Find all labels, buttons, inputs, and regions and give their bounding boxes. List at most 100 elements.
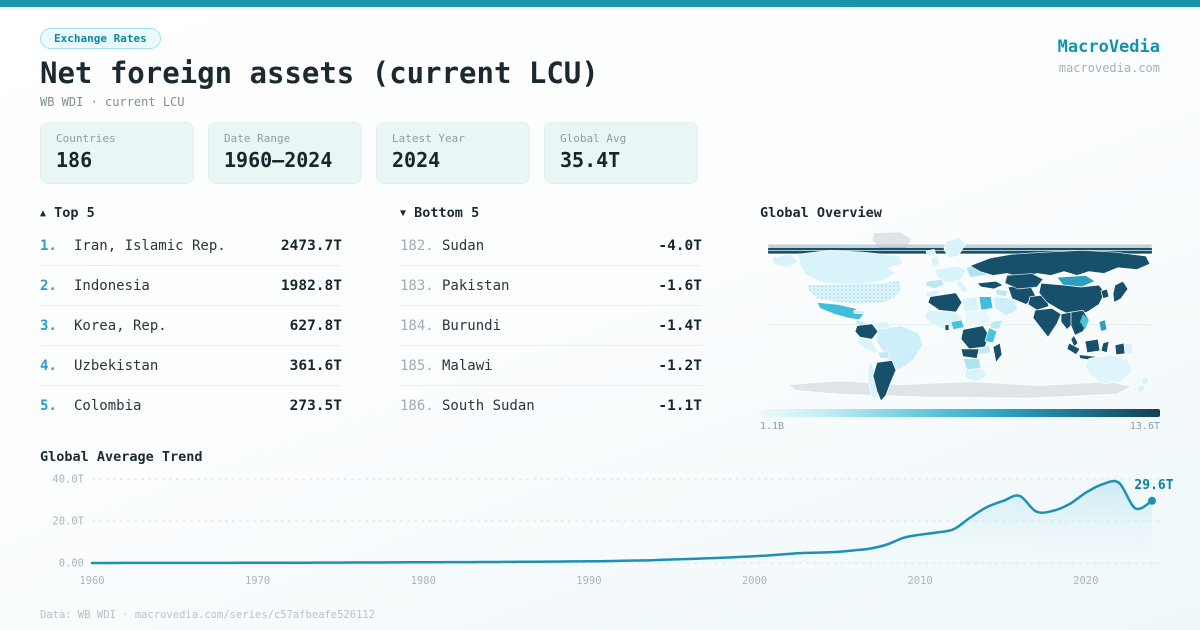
list-item: 182. Sudan -4.0T — [400, 226, 702, 266]
region-brazil — [875, 325, 924, 371]
stat-label: Countries — [56, 132, 116, 145]
rank-number: 3. — [40, 317, 57, 334]
country-value: 627.8T — [289, 317, 342, 334]
country-value: -4.0T — [658, 237, 702, 254]
region-turkey — [976, 280, 1004, 290]
scale-min-label: 1.1B — [760, 421, 785, 432]
region-ethiopia — [989, 319, 1004, 330]
x-tick-label: 2010 — [907, 575, 932, 587]
region-mexico — [816, 302, 865, 321]
x-tick-label: 1960 — [79, 575, 104, 587]
choropleth-scale-labels: 1.1B 13.6T — [760, 421, 1160, 432]
region-east-africa — [984, 327, 998, 344]
y-tick-label: 20.0T — [52, 516, 84, 528]
rank-number: 183. — [400, 277, 434, 294]
list-item: 184. Burundi -1.4T — [400, 306, 702, 346]
region-new-guinea-west — [1114, 342, 1126, 355]
country-name: Sudan — [442, 237, 485, 254]
x-tick-label: 2020 — [1073, 575, 1098, 587]
region-russia — [969, 249, 1151, 278]
scale-max-label: 13.6T — [1129, 421, 1160, 432]
region-nigeria — [950, 319, 965, 330]
region-sumatra — [1066, 342, 1081, 355]
region-sudan — [963, 309, 992, 327]
trend-chart: 40.0T 20.0T 0.00 1960 1970 1980 1990 2000 2010 20… — [52, 474, 1173, 588]
header: Exchange Rates Net foreign assets (curre… — [40, 7, 1160, 109]
region-ghana — [944, 324, 950, 331]
x-tick-label: 1990 — [576, 575, 601, 587]
region-philippines — [1098, 319, 1108, 332]
country-value: 273.5T — [289, 398, 342, 414]
region-new-guinea-east — [1123, 342, 1134, 355]
country-name: Indonesia — [74, 277, 150, 294]
region-india — [1032, 307, 1062, 338]
region-iceland — [925, 248, 937, 257]
region-alaska — [771, 253, 799, 269]
region-angola — [960, 348, 980, 359]
rank-number: 182. — [400, 237, 434, 254]
country-value: 361.6T — [289, 357, 342, 374]
country-value: -1.1T — [658, 398, 702, 414]
list-item: 5. Colombia 273.5T — [40, 386, 342, 426]
bottom5-panel: ▼ Bottom 5 182. Sudan -4.0T 183. Pakistan -1.… — [400, 205, 702, 432]
country-value: 2473.7T — [280, 237, 342, 254]
region-japan — [1112, 280, 1129, 303]
footer-source: Data: WB WDI · macrovedia.com/series/c57… — [40, 609, 376, 621]
region-antarctica — [787, 380, 1133, 399]
y-tick-label: 40.0T — [52, 474, 84, 486]
region-peru — [856, 336, 879, 354]
country-value: -1.4T — [658, 317, 702, 334]
category-badge: Exchange Rates — [40, 28, 161, 49]
down-arrow-icon: ▼ — [400, 208, 407, 219]
region-borneo — [1084, 338, 1101, 354]
list-item: 186. South Sudan -1.1T — [400, 386, 702, 426]
region-saudi — [992, 296, 1019, 317]
list-item: 3. Korea, Rep. 627.8T — [40, 306, 342, 346]
region-vietnam — [1080, 314, 1089, 330]
dashboard-card: Exchange Rates Net foreign assets (curre… — [0, 7, 1200, 630]
choropleth-scale-bar — [760, 409, 1160, 417]
top5-title: Top 5 — [54, 205, 95, 221]
region-australia — [1084, 354, 1133, 384]
country-value: -1.2T — [658, 357, 702, 374]
region-south-africa — [964, 367, 988, 383]
up-arrow-icon: ▲ — [40, 208, 47, 219]
region-mongolia — [1056, 275, 1096, 288]
stat-value: 1960–2024 — [224, 148, 333, 172]
map-title: Global Overview — [760, 205, 882, 221]
rank-number: 2. — [40, 277, 57, 294]
country-name: Korea, Rep. — [74, 317, 167, 334]
country-name: Pakistan — [442, 277, 510, 294]
country-name: Uzbekistan — [74, 357, 159, 374]
main-content: ▲ Top 5 1. Iran, Islamic Rep. 2473.7T 2. Ind… — [40, 205, 1160, 432]
list-item: 4. Uzbekistan 361.6T — [40, 346, 342, 386]
trend-end-label: 29.6T — [1134, 478, 1173, 493]
stat-card-countries: Countries 186 — [40, 122, 194, 184]
region-uk — [929, 254, 941, 269]
region-scandinavia — [943, 237, 967, 259]
country-name: Iran, Islamic Rep. — [74, 237, 226, 254]
trend-section: Global Average Trend 40.0T 20.0T 0.00 1960 1… — [40, 449, 1174, 596]
stats-row: Countries 186 Date Range 1960–2024 Lates… — [40, 122, 1160, 184]
top5-header: ▲ Top 5 — [40, 205, 342, 221]
country-name: South Sudan — [442, 398, 535, 414]
stat-card-global-avg: Global Avg 35.4T — [544, 122, 698, 184]
stat-label: Latest Year — [392, 132, 465, 145]
brand-block: MacroVedia macrovedia.com — [1058, 27, 1160, 75]
country-name: Burundi — [442, 317, 502, 334]
rank-number: 1. — [40, 237, 57, 254]
rank-number: 4. — [40, 357, 57, 374]
country-name: Malawi — [442, 357, 493, 374]
top-accent-bar — [0, 0, 1200, 7]
stat-label: Date Range — [224, 132, 291, 145]
top5-panel: ▲ Top 5 1. Iran, Islamic Rep. 2473.7T 2. Ind… — [40, 205, 342, 432]
region-madagascar — [992, 342, 1003, 363]
region-bolivia — [877, 350, 891, 359]
list-item: 185. Malawi -1.2T — [400, 346, 702, 386]
map-panel: Global Overview — [760, 205, 1160, 432]
region-west-europe — [934, 265, 967, 284]
rank-number: 185. — [400, 357, 434, 374]
rank-number: 5. — [40, 398, 57, 414]
trend-title: Global Average Trend — [40, 449, 203, 465]
region-iraq — [995, 288, 1009, 298]
